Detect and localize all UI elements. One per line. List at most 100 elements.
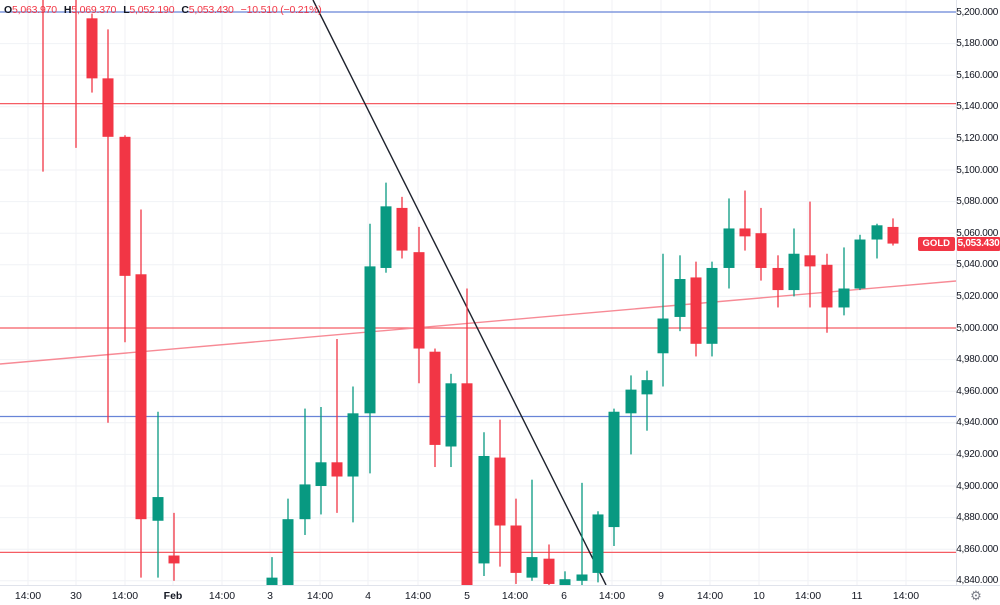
- symbol-price-flag[interactable]: GOLD: [917, 236, 955, 251]
- candle-down[interactable]: [772, 255, 784, 308]
- candle-up[interactable]: [641, 370, 653, 431]
- candle-up[interactable]: [838, 247, 850, 316]
- candle-body: [299, 484, 311, 520]
- candle-up[interactable]: [854, 234, 866, 291]
- candle-up[interactable]: [871, 223, 883, 259]
- time-axis-label: 3: [267, 590, 273, 602]
- time-axis-label: 14:00: [111, 590, 139, 602]
- candle-up[interactable]: [723, 198, 735, 289]
- descending-trendline[interactable]: [312, 0, 607, 585]
- chart-canvas[interactable]: O5,063.970 H5,069.370 L5,052.190 C5,053.430…: [0, 0, 956, 585]
- candle-body: [526, 557, 538, 578]
- candle-down[interactable]: [38, 0, 49, 172]
- candle-down[interactable]: [461, 288, 473, 586]
- low-label: L: [123, 4, 130, 16]
- candle-body: [871, 225, 883, 240]
- candle-down[interactable]: [887, 218, 899, 246]
- candle-up[interactable]: [266, 557, 278, 585]
- candle-body: [315, 462, 327, 486]
- candle-down[interactable]: [429, 348, 441, 468]
- candle-down[interactable]: [413, 226, 425, 384]
- candle-down[interactable]: [396, 196, 408, 259]
- candle-body: [494, 457, 506, 526]
- candle-up[interactable]: [559, 571, 571, 585]
- candle-body: [608, 411, 620, 528]
- time-axis-label: 4: [365, 590, 371, 602]
- candle-up[interactable]: [592, 511, 604, 583]
- candle-up[interactable]: [608, 408, 620, 547]
- candle-body: [887, 226, 899, 244]
- candle-down[interactable]: [755, 207, 767, 281]
- candle-body: [380, 206, 392, 268]
- candle-up[interactable]: [657, 253, 669, 387]
- candle-up[interactable]: [674, 255, 686, 332]
- candle-body: [543, 558, 555, 584]
- candle-body: [576, 574, 588, 581]
- candle-down[interactable]: [135, 209, 147, 578]
- settings-gear-icon[interactable]: ⚙: [970, 588, 982, 603]
- candle-down[interactable]: [494, 419, 506, 567]
- candle-body: [331, 462, 343, 477]
- candle-body: [445, 383, 457, 447]
- time-axis-label: 14:00: [208, 590, 236, 602]
- candle-up[interactable]: [625, 375, 637, 455]
- time-axis[interactable]: 14:00 30 14:00 Feb 14:00 3 14:00 4 14:00 5 14:00 6 1…: [0, 585, 1000, 605]
- candle-down[interactable]: [821, 253, 833, 333]
- candle-body: [282, 519, 294, 585]
- candle-body: [772, 267, 784, 291]
- price-axis[interactable]: 5,053.430 5,200.000 5,180.000 5,160.000 5,1…: [956, 0, 1000, 586]
- low-value: 5,052.190: [129, 4, 175, 16]
- price-axis-label: 4,980.000: [956, 354, 998, 366]
- candle-up[interactable]: [315, 407, 327, 515]
- price-axis-label: 5,020.000: [956, 290, 998, 302]
- candle-down[interactable]: [102, 29, 114, 423]
- candle-up[interactable]: [526, 479, 538, 581]
- price-axis-label: 4,860.000: [956, 543, 998, 555]
- candle-down[interactable]: [543, 544, 555, 585]
- candle-down[interactable]: [119, 135, 131, 343]
- candle-up[interactable]: [380, 182, 392, 273]
- candle-body: [168, 555, 180, 564]
- candlestick-plot[interactable]: [0, 0, 956, 585]
- candle-down[interactable]: [739, 190, 751, 251]
- candle-up[interactable]: [282, 498, 294, 585]
- candle-body: [152, 497, 164, 521]
- price-axis-label: 5,040.000: [956, 259, 998, 271]
- candle-up[interactable]: [706, 261, 718, 357]
- candle-body: [641, 380, 653, 395]
- candle-down[interactable]: [331, 339, 343, 513]
- candle-up[interactable]: [445, 373, 457, 468]
- price-axis-label: 4,880.000: [956, 512, 998, 524]
- candle-down[interactable]: [86, 13, 98, 93]
- candle-body: [119, 136, 131, 276]
- open-value: 5,063.970: [11, 4, 57, 16]
- candle-down[interactable]: [71, 0, 82, 148]
- candle-up[interactable]: [788, 228, 800, 297]
- candle-body: [657, 318, 669, 354]
- price-axis-label: 5,080.000: [956, 196, 998, 208]
- time-axis-label: 6: [561, 590, 567, 602]
- ascending-trendline[interactable]: [0, 280, 956, 365]
- time-axis-label: 14:00: [501, 590, 529, 602]
- candle-up[interactable]: [478, 432, 490, 577]
- candle-body: [755, 233, 767, 268]
- candle-down[interactable]: [510, 498, 522, 584]
- candle-down[interactable]: [804, 201, 816, 308]
- price-axis-label: 4,900.000: [956, 480, 998, 492]
- candle-body: [266, 577, 278, 585]
- time-axis-label: 14:00: [404, 590, 432, 602]
- candle-up[interactable]: [347, 386, 359, 523]
- change-value: −10.510 (−0.21%): [240, 4, 322, 16]
- candle-body: [461, 383, 473, 585]
- candle-up[interactable]: [576, 482, 588, 585]
- candle-body: [690, 277, 702, 344]
- candle-up[interactable]: [364, 223, 376, 474]
- candle-down[interactable]: [168, 512, 180, 581]
- price-axis-label: 4,920.000: [956, 448, 998, 460]
- price-axis-label: 5,140.000: [956, 101, 998, 113]
- candle-up[interactable]: [152, 411, 164, 578]
- candle-body: [854, 239, 866, 289]
- candle-down[interactable]: [690, 261, 702, 357]
- time-axis-label: 14:00: [892, 590, 920, 602]
- candle-up[interactable]: [299, 408, 311, 535]
